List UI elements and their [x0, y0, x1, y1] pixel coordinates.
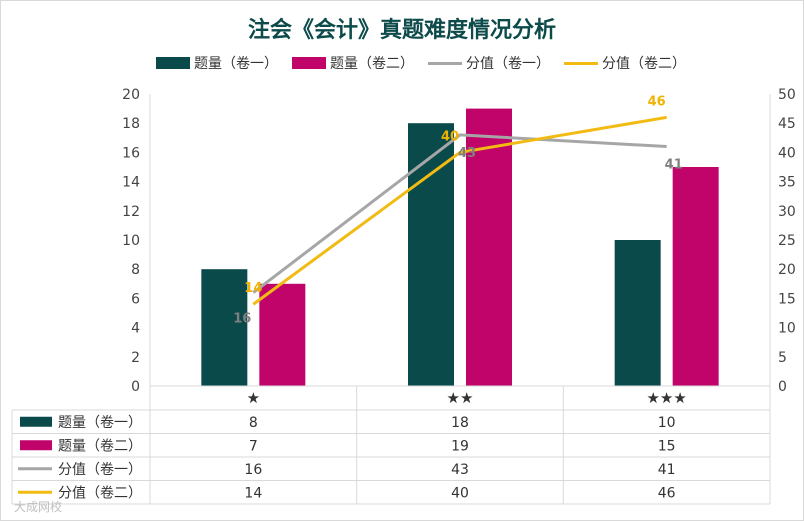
- legend-swatch-series1: [156, 57, 190, 69]
- table-cell: 41: [658, 462, 676, 478]
- table-cell: 40: [451, 485, 469, 501]
- y-left-tick-label: 0: [131, 379, 140, 395]
- table-key-swatch: [20, 440, 52, 451]
- y-right-tick-label: 15: [778, 291, 796, 307]
- table-cell: 19: [451, 438, 469, 454]
- y-right-tick-label: 40: [778, 145, 796, 161]
- watermark-text: 大成网校: [14, 500, 63, 514]
- data-label-line2: 46: [648, 94, 666, 109]
- legend-swatch-series2: [292, 57, 326, 69]
- y-left-tick-label: 12: [122, 204, 140, 220]
- y-left-tick-label: 18: [122, 116, 140, 132]
- bar-series2: [259, 283, 306, 386]
- category-label: ★: [247, 389, 260, 407]
- legend-swatch-line1: [428, 61, 462, 65]
- table-row-label: 题量（卷一）: [58, 415, 142, 431]
- table-cell: 15: [658, 438, 676, 454]
- table-cell: 14: [244, 485, 262, 501]
- data-label-line1: 41: [665, 158, 683, 173]
- data-label-line2: 14: [244, 281, 262, 296]
- legend-label-line1: 分值（卷一）: [466, 56, 550, 72]
- table-row-label: 分值（卷一）: [58, 462, 142, 478]
- y-right-tick-label: 5: [778, 350, 787, 366]
- y-left-tick-label: 10: [122, 233, 140, 249]
- table-cell: 18: [451, 415, 469, 431]
- y-left-tick-label: 14: [122, 175, 140, 191]
- y-right-tick-label: 20: [778, 262, 796, 278]
- y-left-tick-label: 16: [122, 145, 140, 161]
- data-label-line2: 40: [441, 129, 459, 144]
- y-left-tick-label: 20: [122, 87, 140, 103]
- y-right-tick-label: 0: [778, 379, 787, 395]
- table-cell: 8: [249, 415, 258, 431]
- legend-item-line1: 分值（卷一）: [428, 53, 550, 73]
- y-right-tick-label: 30: [778, 204, 796, 220]
- y-left-tick-label: 6: [131, 291, 140, 307]
- legend-item-series1: 题量（卷一）: [156, 53, 278, 73]
- y-left-tick-label: 4: [131, 321, 140, 337]
- y-right-tick-label: 10: [778, 321, 796, 337]
- data-label-line1: 43: [458, 146, 476, 161]
- line-series2: [252, 115, 667, 306]
- chart-title: 注会《会计》真题难度情况分析: [247, 18, 556, 43]
- y-right-tick-label: 25: [778, 233, 796, 249]
- chart-legend: 题量（卷一） 题量（卷二） 分值（卷一） 分值（卷二）: [156, 53, 700, 73]
- table-cell: 43: [451, 462, 469, 478]
- bar-series2: [466, 108, 512, 386]
- bar-series2: [672, 167, 719, 386]
- table-key-swatch: [20, 416, 52, 427]
- table-cell: 16: [244, 462, 262, 478]
- table-cell: 7: [249, 438, 258, 454]
- y-right-tick-label: 50: [778, 87, 796, 103]
- line-series1: [252, 133, 667, 294]
- legend-swatch-line2: [564, 61, 598, 65]
- legend-label-series2: 题量（卷二）: [330, 56, 414, 72]
- y-right-tick-label: 35: [778, 175, 796, 191]
- legend-item-line2: 分值（卷二）: [564, 53, 686, 73]
- table-cell: 46: [658, 485, 676, 501]
- legend-item-series2: 题量（卷二）: [292, 53, 414, 73]
- table-row-label: 题量（卷二）: [58, 438, 142, 454]
- y-left-tick-label: 2: [131, 350, 140, 366]
- data-label-line1: 16: [233, 312, 251, 327]
- bar-series1: [201, 269, 248, 386]
- legend-label-line2: 分值（卷二）: [602, 56, 686, 72]
- table-cell: 10: [658, 415, 676, 431]
- y-right-tick-label: 45: [778, 116, 796, 132]
- bar-series1: [614, 240, 661, 386]
- legend-label-series1: 题量（卷一）: [194, 56, 278, 72]
- category-label: ★★★: [646, 389, 686, 407]
- y-left-tick-label: 8: [131, 262, 140, 278]
- category-label: ★★: [447, 389, 474, 407]
- table-row-label: 分值（卷二）: [58, 485, 142, 501]
